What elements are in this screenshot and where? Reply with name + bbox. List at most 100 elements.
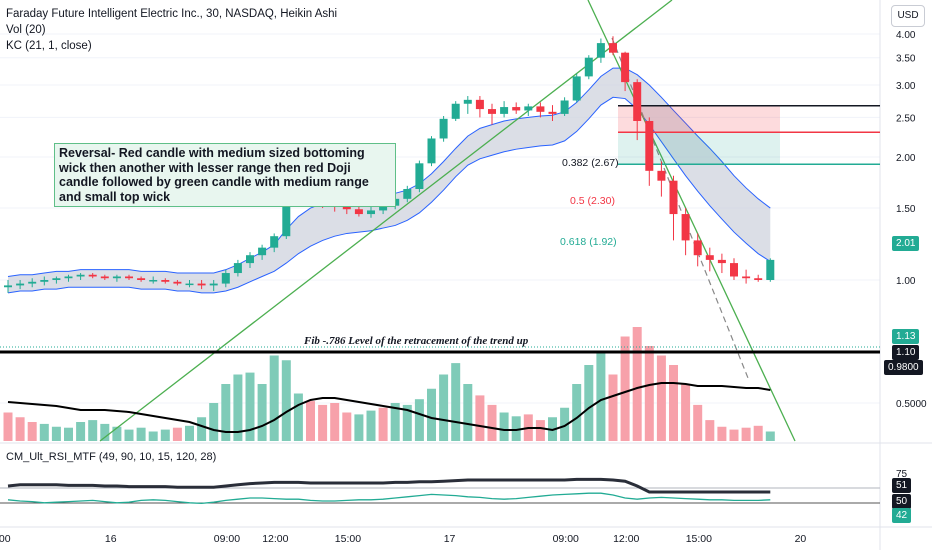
volume-bars [3,327,775,441]
candle-body [197,283,206,286]
candle-body [354,209,363,215]
candle-body [536,106,545,112]
candle-body [742,276,751,279]
candle-body [560,100,569,114]
candle-body [633,82,642,121]
candle-body [657,170,666,181]
kc-indicator-label[interactable]: KC (21, 1, close) [6,40,92,52]
rsi-tag-42: 42 [892,508,912,523]
volume-bar [656,355,666,441]
volume-bar [366,410,376,441]
volume-bar [197,417,207,441]
volume-bar [390,403,400,441]
candle-body [645,120,654,171]
volume-bar [463,384,473,441]
rsi-indicator-label[interactable]: CM_Ult_RSI_MTF (49, 90, 10, 15, 120, 28) [6,451,217,463]
candle-body [221,273,230,284]
candle-body [415,163,424,189]
x-tick-label: 09:00 [214,533,240,545]
reversal-annotation[interactable]: Reversal- Red candle with medium sized b… [54,143,396,207]
rsi-tag-50: 50 [892,494,912,509]
uptrend-line [99,0,673,442]
x-tick-label: 17 [444,533,456,545]
volume-bar [233,374,243,441]
candle-body [512,107,521,111]
candle-body [137,278,146,280]
x-tick-label: 09:00 [553,533,579,545]
volume-bar [27,422,37,441]
volume-bar [148,431,158,441]
candle-body [609,43,617,53]
y-tick-label: 1.50 [896,204,916,215]
candle-body [270,236,279,248]
rsi-tick-label: 75 [896,469,908,480]
volume-bar [620,336,630,441]
volume-bar [535,420,545,441]
candle-body [40,280,49,282]
volume-bar [306,401,315,441]
volume-bar [681,384,691,441]
y-tick-label: 0.5000 [896,399,927,410]
symbol-title[interactable]: Faraday Future Intelligent Electric Inc.… [6,8,338,20]
candle-body [246,255,254,264]
volume-bar [342,412,352,441]
volume-bar [560,407,570,441]
price-tag-110: 1.10 [892,345,920,360]
volume-bar [64,427,73,441]
volume-bar [475,395,485,441]
fib-label-05: 0.5 (2.30) [570,195,615,207]
volume-bar [3,412,13,441]
fib-zone-green [618,132,780,165]
volume-bar [644,346,654,441]
volume-bar [753,425,763,441]
candle-body [681,214,690,241]
volume-bar [705,420,715,441]
candle-body [754,278,763,280]
rsi-line-fast [7,492,771,505]
candle-body [572,76,581,101]
rsi-tag-51: 51 [892,478,912,493]
currency-button[interactable]: USD [891,5,925,27]
volume-bar [136,427,146,441]
candle-body [717,259,726,264]
volume-bar [172,427,182,441]
volume-ma [7,382,771,433]
candle-body [76,274,85,277]
candle-body [669,180,678,215]
volume-ma-line [7,382,771,433]
candle-body [596,43,605,58]
volume-bar [160,429,170,441]
volume-bar [693,404,703,441]
volume-bar [499,412,509,441]
x-tick-label: 12:00 [613,533,639,545]
candle-body [524,106,533,111]
y-tick-label: 4.00 [896,30,916,41]
fib-zone-red [618,105,780,133]
rsi-line-slow [7,477,771,494]
candle-body [439,118,448,139]
candle-body [209,283,218,286]
candle-body [161,280,170,282]
volume-indicator-label[interactable]: Vol (20) [6,24,46,36]
volume-bar [88,420,98,441]
volume-bar [596,350,606,441]
volume-bar [608,374,618,441]
volume-bar [269,355,279,441]
fib-annotation[interactable]: Fib -.786 Level of the retracement of th… [304,335,529,347]
volume-bar [100,423,110,441]
volume-bar [124,429,134,441]
candle-body [475,99,484,110]
candle-body [693,240,702,256]
candle-body [548,111,557,114]
price-tag-201: 2.01 [892,236,920,251]
candle-body [16,283,25,286]
candle-body [28,281,37,284]
time-axis: :00 16 09:00 12:00 15:00 17 09:00 12:00 15:00 20 [0,533,806,545]
price-axis: 4.003.503.002.502.001.501.000.50007525 [896,30,927,525]
volume-bar [717,426,727,441]
volume-bar [439,374,449,441]
volume-bar [572,384,582,441]
rsi-panel [0,477,880,505]
candle-body [258,247,267,256]
